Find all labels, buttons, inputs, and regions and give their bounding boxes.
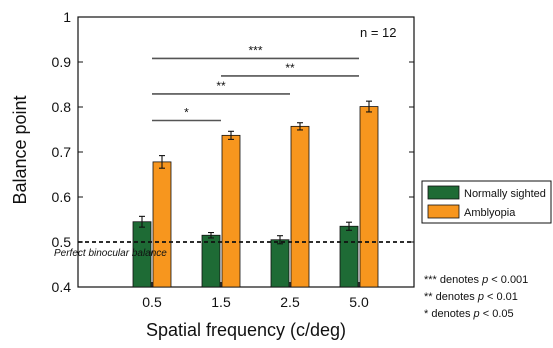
y-tick-label: 0.7	[52, 144, 72, 160]
bar-amblyopia	[221, 134, 241, 288]
significance-note: *** denotes p < 0.001	[424, 274, 528, 286]
bar-normally-sighted	[339, 225, 359, 288]
significance-notes: *** denotes p < 0.001 ** denotes p < 0.01…	[424, 274, 528, 320]
y-tick-label: 0.9	[52, 54, 72, 70]
bar-amblyopia	[290, 125, 310, 288]
bar-amblyopia	[359, 106, 379, 288]
y-tick-label: 0.6	[52, 189, 72, 205]
legend: Normally sighted Amblyopia	[421, 180, 552, 224]
sample-size-label: n = 12	[360, 25, 397, 40]
plot-area: 0.40.50.60.70.80.910.5 1.5 2.5 5.0********	[52, 9, 415, 310]
legend-swatch	[427, 204, 460, 219]
legend-label: Normally sighted	[464, 188, 546, 200]
significance-label: **	[285, 61, 295, 75]
x-tick-label: 1.5	[211, 294, 231, 310]
y-tick-label: 0.8	[52, 99, 72, 115]
significance-label: *	[184, 106, 189, 120]
x-tick-label: 0.5	[142, 294, 162, 310]
significance-note: ** denotes p < 0.01	[424, 291, 518, 303]
significance-note: * denotes p < 0.05	[424, 308, 514, 320]
x-tick-label: 5.0	[349, 294, 369, 310]
x-tick-label: 2.5	[280, 294, 300, 310]
significance-label: **	[216, 79, 226, 93]
significance-label: ***	[248, 43, 262, 57]
legend-swatch	[427, 185, 460, 200]
y-axis-label: Balance point	[10, 95, 30, 204]
reference-line-label: Perfect binocular balance	[54, 248, 167, 259]
y-tick-label: 0.4	[52, 279, 72, 295]
y-tick-label: 0.5	[52, 234, 72, 250]
bar-amblyopia	[152, 161, 172, 288]
bar-normally-sighted	[270, 239, 290, 288]
bar-normally-sighted	[201, 234, 221, 288]
y-tick-label: 1	[63, 9, 71, 25]
legend-label: Amblyopia	[464, 207, 516, 219]
x-axis-label: Spatial frequency (c/deg)	[146, 320, 346, 340]
